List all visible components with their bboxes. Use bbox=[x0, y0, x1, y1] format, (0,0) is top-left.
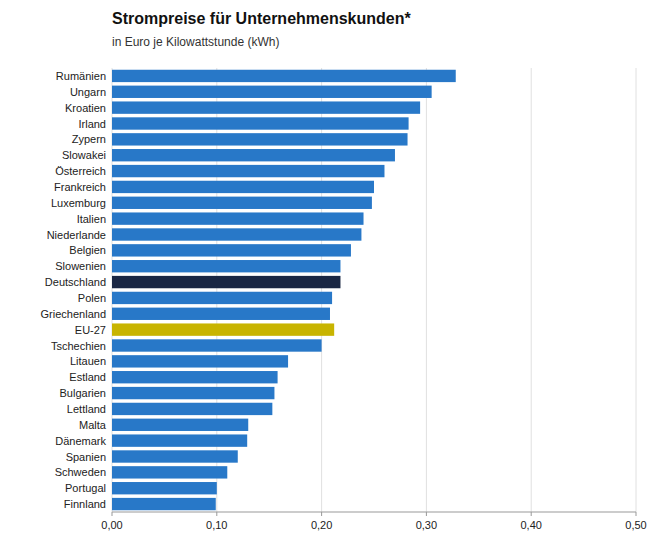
page: {"chart_data": { "type": "bar", "orienta… bbox=[0, 0, 660, 547]
category-label: Lettland bbox=[67, 403, 106, 415]
category-label: Portugal bbox=[65, 482, 106, 494]
category-label: Niederlande bbox=[47, 229, 106, 241]
bar bbox=[112, 371, 278, 383]
bar bbox=[112, 419, 248, 431]
category-label: Deutschland bbox=[45, 276, 106, 288]
bar bbox=[112, 101, 420, 113]
bar bbox=[112, 466, 227, 478]
subtitle: in Euro je Kilowattstunde (kWh) bbox=[112, 35, 279, 49]
grid bbox=[112, 68, 636, 512]
category-label: Belgien bbox=[69, 244, 106, 256]
bar bbox=[112, 323, 334, 335]
bar bbox=[112, 165, 384, 177]
grid-line bbox=[426, 68, 427, 512]
category-label: Ungarn bbox=[70, 86, 106, 98]
tick-label: 0,40 bbox=[520, 519, 541, 531]
category-label: Italien bbox=[77, 213, 106, 225]
category-label: Malta bbox=[79, 419, 107, 431]
category-label: Griechenland bbox=[41, 308, 106, 320]
x-axis: 0,00 0,10 0,20 0,30 0,40 0,50 bbox=[101, 512, 646, 531]
bar bbox=[112, 212, 364, 224]
category-label: Rumänien bbox=[56, 70, 106, 82]
category-label: Slowakei bbox=[62, 149, 106, 161]
tick-label: 0,30 bbox=[416, 519, 437, 531]
category-label: Frankreich bbox=[54, 181, 106, 193]
bar bbox=[112, 117, 409, 129]
chart: Strompreise für Unternehmenskunden* in Eu… bbox=[0, 0, 660, 547]
category-label: EU-27 bbox=[75, 324, 106, 336]
category-label: Estland bbox=[69, 371, 106, 383]
tick-mark bbox=[216, 512, 217, 516]
category-label: Zypern bbox=[72, 133, 106, 145]
category-label: Slowenien bbox=[55, 260, 106, 272]
category-label: Irland bbox=[78, 118, 106, 130]
bar bbox=[112, 403, 272, 415]
bar bbox=[112, 308, 330, 320]
bar bbox=[112, 482, 217, 494]
bar bbox=[112, 181, 374, 193]
bar bbox=[112, 260, 340, 272]
bar bbox=[112, 197, 372, 209]
bar bbox=[112, 387, 274, 399]
tick-mark bbox=[321, 512, 322, 516]
category-label: Finnland bbox=[64, 498, 106, 510]
tick-label: 0,10 bbox=[206, 519, 227, 531]
tick-label: 0,20 bbox=[311, 519, 332, 531]
tick-mark bbox=[531, 512, 532, 516]
y-axis: Rumänien Ungarn Kroatien Irland Zypern Slowak… bbox=[41, 70, 107, 510]
category-label: Kroatien bbox=[65, 102, 106, 114]
bar bbox=[112, 339, 322, 351]
bars bbox=[112, 70, 456, 511]
bar bbox=[112, 355, 288, 367]
tick-label: 0,00 bbox=[101, 519, 122, 531]
bar bbox=[112, 244, 351, 256]
grid-line bbox=[531, 68, 532, 512]
bar bbox=[112, 86, 432, 98]
category-label: Schweden bbox=[55, 466, 106, 478]
tick-mark bbox=[426, 512, 427, 516]
bar bbox=[112, 276, 340, 288]
tick-label: 0,50 bbox=[625, 519, 646, 531]
bar bbox=[112, 133, 408, 145]
bar bbox=[112, 450, 238, 462]
category-label: Spanien bbox=[66, 451, 106, 463]
bar bbox=[112, 434, 247, 446]
bar bbox=[112, 70, 456, 82]
category-label: Luxemburg bbox=[51, 197, 106, 209]
bar bbox=[112, 149, 395, 161]
grid-line bbox=[636, 68, 637, 512]
category-label: Litauen bbox=[70, 355, 106, 367]
category-label: Tschechien bbox=[51, 340, 106, 352]
bar bbox=[112, 228, 361, 240]
tick-mark bbox=[112, 512, 113, 516]
category-label: Bulgarien bbox=[60, 387, 106, 399]
category-label: Dänemark bbox=[55, 435, 106, 447]
title: Strompreise für Unternehmenskunden* bbox=[112, 10, 412, 27]
axis-line bbox=[112, 512, 636, 513]
tick-mark bbox=[636, 512, 637, 516]
category-label: Polen bbox=[78, 292, 106, 304]
bar bbox=[112, 498, 216, 510]
category-label: Österreich bbox=[55, 165, 106, 177]
bar bbox=[112, 292, 332, 304]
